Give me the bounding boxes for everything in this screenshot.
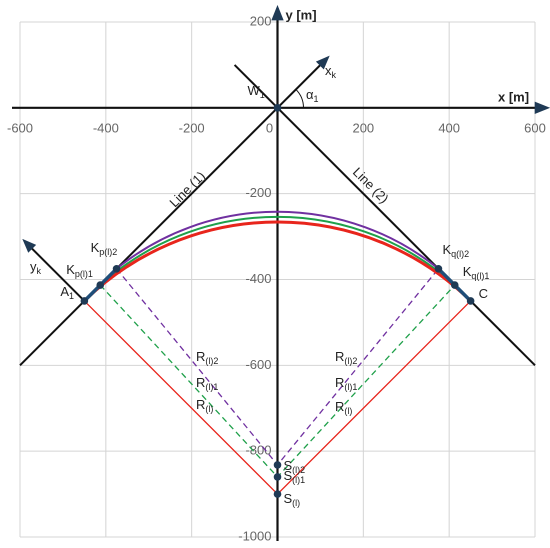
- y-axis-label: y [m]: [286, 7, 317, 22]
- x-tick-label: 400: [438, 120, 460, 135]
- point: [112, 264, 121, 273]
- yk-axis: [22, 238, 86, 302]
- radius-label-main: R: [335, 375, 344, 390]
- angle-arc: [295, 89, 305, 108]
- point: [96, 281, 105, 289]
- radius-label: R(l)2: [335, 349, 357, 366]
- point-label: S(l)2: [284, 458, 306, 475]
- point-label-main: S: [284, 468, 293, 483]
- point-label-sub: (l)1: [292, 475, 305, 485]
- point-label-sub: p(l)2: [99, 247, 117, 257]
- axis-annotation: yk: [30, 259, 42, 276]
- point-label-sub: (l): [292, 498, 300, 508]
- x-tick-label: 0: [266, 120, 273, 135]
- radius-label: R(l)2: [196, 349, 218, 366]
- point-label-sub: 1: [69, 291, 74, 301]
- point: [273, 490, 282, 498]
- point-label-main: K: [442, 242, 451, 257]
- y-tick-label: -600: [245, 357, 271, 372]
- point-label: C: [479, 286, 488, 301]
- point-label-main: C: [479, 286, 488, 301]
- radius-label: R(l)1: [335, 375, 357, 392]
- y-tick-label: -1000: [238, 528, 271, 543]
- point-label: A1: [60, 284, 74, 301]
- point: [273, 104, 282, 112]
- radius-label-sub: (l)2: [205, 356, 218, 366]
- point: [80, 297, 89, 305]
- axis-annotation-sub: 1: [314, 94, 319, 104]
- point-label-sub: 1: [260, 90, 265, 100]
- radius-label-main: R: [335, 349, 344, 364]
- radius-label-sub: (l)2: [344, 356, 357, 366]
- point-label-main: A: [60, 284, 69, 299]
- axis-annotation-sub: k: [332, 70, 337, 80]
- point-label: S(l): [284, 492, 301, 509]
- point: [466, 297, 475, 305]
- point-label-main: K: [91, 240, 100, 255]
- radius-label: R(l): [335, 399, 352, 416]
- point: [434, 264, 443, 273]
- radius-label-main: R: [335, 399, 344, 414]
- point-label: Kq(l)1: [463, 265, 490, 282]
- point-label-main: K: [463, 265, 472, 280]
- point-label-main: S: [284, 492, 293, 507]
- radius-label-sub: (l)1: [344, 382, 357, 392]
- axis-annotation: α1: [306, 87, 319, 104]
- y-tick-label: 200: [250, 13, 272, 28]
- point-label: W1: [248, 83, 265, 100]
- point-label: Kp(l)2: [91, 240, 118, 257]
- x-tick-label: -200: [179, 120, 205, 135]
- radius-label: R(l)1: [196, 375, 218, 392]
- x-tick-label: -600: [7, 120, 33, 135]
- radius-label-sub: (l): [344, 406, 352, 416]
- reference-line: [233, 64, 536, 367]
- point-label-sub: (l)2: [292, 465, 305, 475]
- x-tick-label: -400: [93, 120, 119, 135]
- point-label-main: K: [66, 263, 75, 278]
- curve-arc: [115, 210, 440, 270]
- curve-arc: [83, 220, 472, 303]
- axis-annotation-sub: k: [37, 266, 42, 276]
- point: [450, 281, 459, 289]
- point-label-main: S: [284, 458, 293, 473]
- axis-annotation-main: α: [306, 87, 314, 102]
- radius-label-sub: (l): [205, 404, 213, 414]
- point-label-main: W: [248, 83, 261, 98]
- y-tick-label: -400: [245, 271, 271, 286]
- point-label-sub: p(l)1: [75, 269, 93, 279]
- x-tick-label: 600: [524, 120, 546, 135]
- point-label: Kq(l)2: [442, 242, 469, 259]
- point: [273, 461, 282, 469]
- curve-arc: [99, 215, 456, 286]
- point-label: S(l)1: [284, 468, 306, 485]
- x-axis-label: x [m]: [498, 89, 529, 104]
- x-tick-label: 200: [352, 120, 374, 135]
- radius-label-main: R: [196, 397, 205, 412]
- y-tick-label: -200: [245, 185, 271, 200]
- axis-annotation-main: x: [325, 63, 332, 78]
- point: [273, 473, 282, 481]
- radius-label-main: R: [196, 375, 205, 390]
- point-label-sub: q(l)1: [471, 271, 489, 281]
- radius-label-sub: (l)1: [205, 382, 218, 392]
- axis-annotation-main: y: [30, 259, 37, 274]
- y-tick-label: -800: [245, 443, 271, 458]
- radius-label-main: R: [196, 349, 205, 364]
- axis-annotation: xk: [325, 63, 337, 80]
- point-label: Kp(l)1: [66, 263, 93, 280]
- point-label-sub: q(l)2: [451, 249, 469, 259]
- line-label: Line (1): [166, 168, 208, 210]
- radius-label: R(l): [196, 397, 213, 414]
